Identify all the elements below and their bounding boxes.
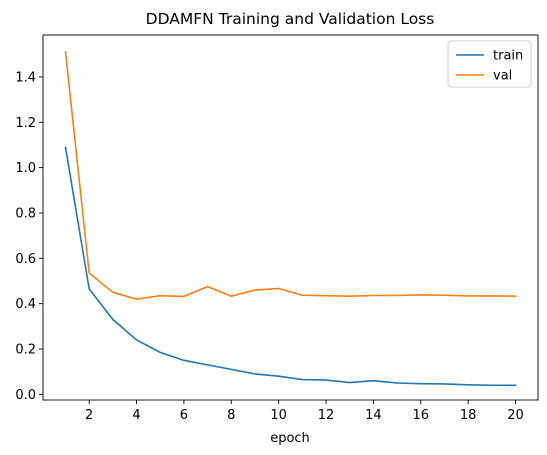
legend-label-val: val xyxy=(493,69,512,84)
x-tick-label: 14 xyxy=(365,408,382,423)
x-axis-label: epoch xyxy=(270,431,310,446)
x-tick-label: 20 xyxy=(507,408,524,423)
x-tick-label: 4 xyxy=(132,408,140,423)
x-tick-label: 12 xyxy=(318,408,335,423)
y-tick-label: 1.0 xyxy=(15,161,36,176)
chart-title: DDAMFN Training and Validation Loss xyxy=(146,10,435,28)
legend: train val xyxy=(448,41,531,87)
x-tick-label: 18 xyxy=(460,408,477,423)
y-tick-label: 0.6 xyxy=(15,252,36,267)
x-tick-label: 2 xyxy=(85,408,93,423)
x-tick-label: 6 xyxy=(180,408,188,423)
y-tick-label: 0.8 xyxy=(15,206,36,221)
legend-label-train: train xyxy=(493,49,523,64)
x-tick-label: 8 xyxy=(227,408,235,423)
y-tick-label: 0.4 xyxy=(15,297,36,312)
x-tick-label: 16 xyxy=(412,408,429,423)
y-tick-label: 1.4 xyxy=(15,70,36,85)
y-tick-label: 0.0 xyxy=(15,388,36,403)
x-tick-label: 10 xyxy=(270,408,287,423)
y-tick-label: 0.2 xyxy=(15,342,36,357)
y-tick-label: 1.2 xyxy=(15,116,36,131)
